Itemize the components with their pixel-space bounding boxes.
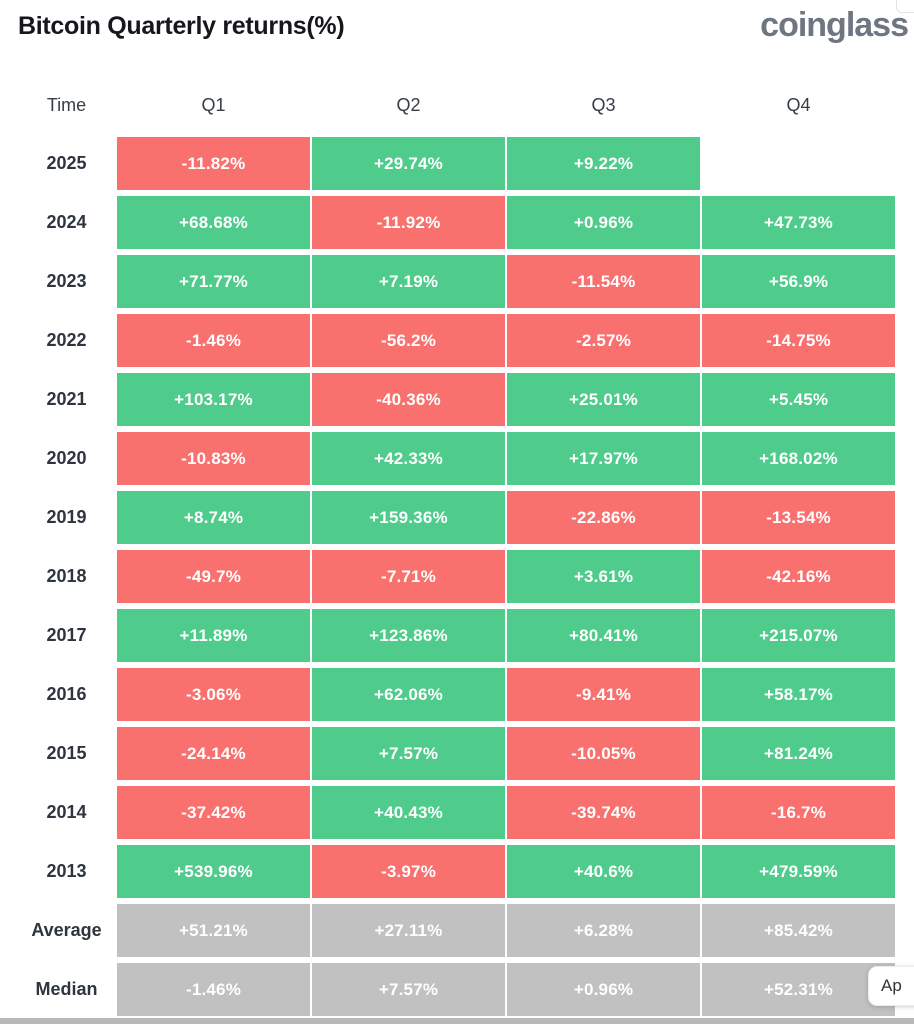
return-cell: +40.6% bbox=[507, 845, 700, 898]
return-cell: -24.14% bbox=[117, 727, 310, 780]
return-cell: -13.54% bbox=[702, 491, 895, 544]
return-cell: -1.46% bbox=[117, 314, 310, 367]
row-label: 2016 bbox=[46, 684, 87, 704]
return-cell: +8.74% bbox=[117, 491, 310, 544]
return-cell: +51.21% bbox=[117, 904, 310, 957]
column-header-q4: Q4 bbox=[786, 95, 811, 115]
row-label: Median bbox=[35, 979, 98, 999]
return-cell: -37.42% bbox=[117, 786, 310, 839]
return-cell: +0.96% bbox=[507, 963, 700, 1016]
empty-cell bbox=[702, 137, 895, 190]
row-label: 2014 bbox=[46, 802, 87, 822]
return-cell: -14.75% bbox=[702, 314, 895, 367]
return-cell: +56.9% bbox=[702, 255, 895, 308]
return-cell: +5.45% bbox=[702, 373, 895, 426]
column-header-q3: Q3 bbox=[591, 95, 616, 115]
return-cell: -11.92% bbox=[312, 196, 505, 249]
row-label: 2024 bbox=[46, 212, 87, 232]
row-label: 2019 bbox=[46, 507, 87, 527]
return-cell: -2.57% bbox=[507, 314, 700, 367]
return-cell: +27.11% bbox=[312, 904, 505, 957]
return-cell: -22.86% bbox=[507, 491, 700, 544]
row-label: 2025 bbox=[46, 153, 87, 173]
return-cell: +9.22% bbox=[507, 137, 700, 190]
return-cell: +3.61% bbox=[507, 550, 700, 603]
return-cell: -3.06% bbox=[117, 668, 310, 721]
return-cell: -10.83% bbox=[117, 432, 310, 485]
return-cell: +159.36% bbox=[312, 491, 505, 544]
return-cell: -3.97% bbox=[312, 845, 505, 898]
return-cell: +25.01% bbox=[507, 373, 700, 426]
return-cell: +11.89% bbox=[117, 609, 310, 662]
return-cell: -11.82% bbox=[117, 137, 310, 190]
return-cell: -42.16% bbox=[702, 550, 895, 603]
return-cell: +68.68% bbox=[117, 196, 310, 249]
return-cell: -39.74% bbox=[507, 786, 700, 839]
return-cell: +85.42% bbox=[702, 904, 895, 957]
return-cell: +17.97% bbox=[507, 432, 700, 485]
coinglass-logo: coinglass bbox=[760, 6, 909, 44]
return-cell: +62.06% bbox=[312, 668, 505, 721]
row-label: 2020 bbox=[46, 448, 87, 468]
return-cell: +52.31% bbox=[702, 963, 895, 1016]
return-cell: -16.7% bbox=[702, 786, 895, 839]
return-cell: +479.59% bbox=[702, 845, 895, 898]
return-cell: +81.24% bbox=[702, 727, 895, 780]
app-overlay-button[interactable]: Ap bbox=[868, 966, 914, 1006]
return-cell: +123.86% bbox=[312, 609, 505, 662]
bottom-panel-edge bbox=[0, 1018, 914, 1024]
column-header-time: Time bbox=[46, 95, 87, 115]
return-cell: +40.43% bbox=[312, 786, 505, 839]
return-cell: +6.28% bbox=[507, 904, 700, 957]
partial-overlay-top-right bbox=[896, 0, 914, 13]
return-cell: -1.46% bbox=[117, 963, 310, 1016]
return-cell: +7.57% bbox=[312, 963, 505, 1016]
return-cell: +539.96% bbox=[117, 845, 310, 898]
row-label: 2023 bbox=[46, 271, 87, 291]
return-cell: -10.05% bbox=[507, 727, 700, 780]
return-cell: -40.36% bbox=[312, 373, 505, 426]
table-column-headers: Time Q1 Q2 Q3 Q4 bbox=[0, 88, 895, 122]
return-cell: +42.33% bbox=[312, 432, 505, 485]
page-title: Bitcoin Quarterly returns(%) bbox=[18, 12, 345, 40]
returns-table: 2025 -11.82% +29.74% +9.22% 2024 +68.68% -11.9… bbox=[0, 137, 895, 1016]
return-cell: -49.7% bbox=[117, 550, 310, 603]
row-label: 2015 bbox=[46, 743, 87, 763]
row-label: 2021 bbox=[46, 389, 87, 409]
return-cell: -7.71% bbox=[312, 550, 505, 603]
return-cell: +0.96% bbox=[507, 196, 700, 249]
return-cell: +7.57% bbox=[312, 727, 505, 780]
row-label: 2018 bbox=[46, 566, 87, 586]
return-cell: -56.2% bbox=[312, 314, 505, 367]
return-cell: +7.19% bbox=[312, 255, 505, 308]
return-cell: +47.73% bbox=[702, 196, 895, 249]
return-cell: -9.41% bbox=[507, 668, 700, 721]
return-cell: +71.77% bbox=[117, 255, 310, 308]
row-label: 2013 bbox=[46, 861, 87, 881]
return-cell: +58.17% bbox=[702, 668, 895, 721]
row-label: 2017 bbox=[46, 625, 87, 645]
return-cell: +168.02% bbox=[702, 432, 895, 485]
return-cell: +103.17% bbox=[117, 373, 310, 426]
column-header-q2: Q2 bbox=[396, 95, 421, 115]
row-label: 2022 bbox=[46, 330, 87, 350]
column-header-q1: Q1 bbox=[201, 95, 226, 115]
return-cell: +29.74% bbox=[312, 137, 505, 190]
return-cell: -11.54% bbox=[507, 255, 700, 308]
return-cell: +215.07% bbox=[702, 609, 895, 662]
return-cell: +80.41% bbox=[507, 609, 700, 662]
row-label: Average bbox=[31, 920, 102, 940]
